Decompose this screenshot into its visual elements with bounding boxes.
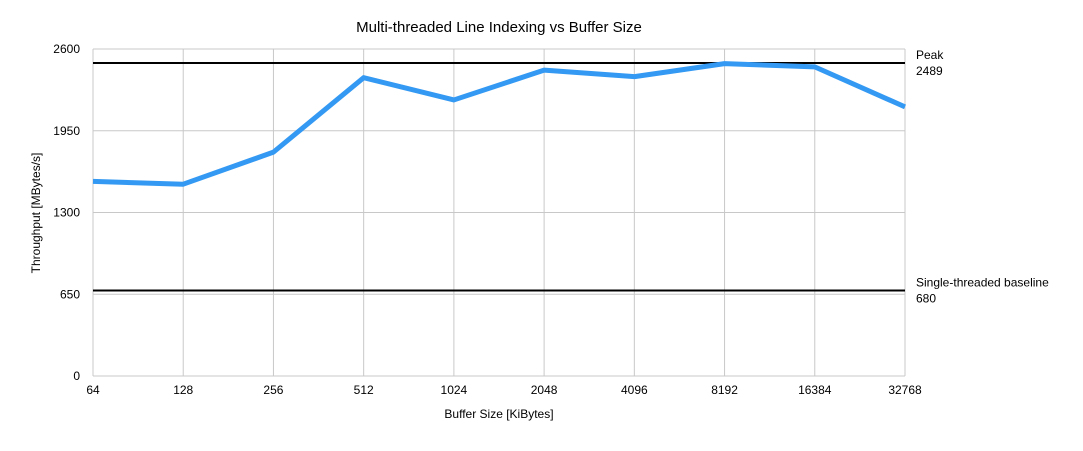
x-tick-label: 4096 xyxy=(621,383,648,397)
x-tick-label: 256 xyxy=(263,383,283,397)
x-tick-label: 128 xyxy=(173,383,193,397)
x-tick-label: 2048 xyxy=(531,383,558,397)
y-tick-label: 1950 xyxy=(53,124,80,138)
reference-line-label: Peak xyxy=(916,48,944,62)
x-tick-labels: 64 128 256 512 1024 2048 4096 8192 16384 32768 xyxy=(86,383,922,397)
y-tick-labels: 0 650 1300 1950 2600 xyxy=(53,42,80,383)
reference-line-value: 2489 xyxy=(916,64,943,78)
x-tick-label: 1024 xyxy=(441,383,468,397)
series-group xyxy=(92,61,907,187)
x-tick-label: 8192 xyxy=(711,383,738,397)
y-tick-label: 650 xyxy=(60,287,80,301)
reference-line-value: 680 xyxy=(916,291,936,305)
reference-line-label: Single-threaded baseline xyxy=(916,275,1049,289)
y-axis-label: Throughput [MBytes/s] xyxy=(29,153,43,274)
reference-lines: Peak 2489 Single-threaded baseline 680 xyxy=(93,48,1049,305)
y-tick-label: 1300 xyxy=(53,206,80,220)
x-axis-label: Buffer Size [KiBytes] xyxy=(444,407,553,421)
x-tick-label: 512 xyxy=(354,383,374,397)
y-tick-label: 2600 xyxy=(53,42,80,56)
chart-title: Multi-threaded Line Indexing vs Buffer S… xyxy=(356,19,642,36)
grid-lines xyxy=(92,48,906,377)
x-tick-label: 32768 xyxy=(888,383,922,397)
x-tick-label: 64 xyxy=(86,383,100,397)
series-line xyxy=(92,61,907,187)
x-tick-label: 16384 xyxy=(798,383,832,397)
y-tick-label: 0 xyxy=(73,369,80,383)
